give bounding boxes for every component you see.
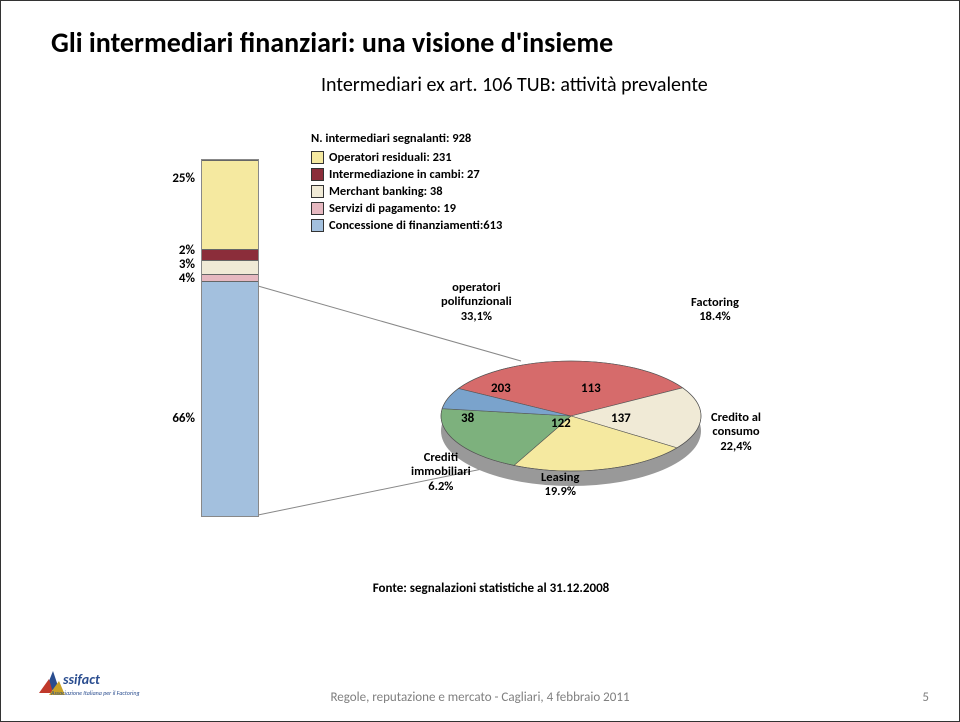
legend-label: Intermediazione in cambi: 27 [329, 167, 480, 182]
pie-slice-value: 203 [491, 381, 511, 396]
stacked-bar [201, 159, 259, 517]
pie-slice-value: 137 [611, 411, 631, 426]
bar-segment [202, 260, 258, 274]
legend-label: Servizi di pagamento: 19 [329, 201, 456, 216]
legend-item: Operatori residuali: 231 [311, 150, 502, 165]
legend-header: N. intermediari segnalanti: 928 [311, 131, 502, 146]
pie-slice-label: Leasing19.9% [541, 471, 579, 500]
legend-swatch [311, 168, 324, 181]
page-number: 5 [922, 690, 929, 705]
bar-segment [202, 160, 258, 249]
bar-pct-label: 4% [157, 271, 195, 286]
legend-label: Concessione di finanziamenti:613 [329, 218, 502, 233]
pie-slice-label: Factoring18.4% [691, 296, 739, 325]
footer: ssifact Associazione Italiana per il Fac… [1, 669, 959, 709]
pie-slice-label: Credito alconsumo22,4% [711, 411, 761, 454]
pie-slice-label: operatoripolifunzionali33,1% [441, 281, 512, 324]
pie-slice-label: Creditiimmobiliari6.2% [411, 451, 471, 494]
slide: Gli intermediari finanziari: una visione… [0, 0, 960, 722]
legend-swatch [311, 185, 324, 198]
legend-swatch [311, 202, 324, 215]
pie-slice-value: 122 [551, 416, 571, 431]
pie-slice-value: 113 [581, 381, 601, 396]
legend-item: Intermediazione in cambi: 27 [311, 167, 502, 182]
bar-pct-label: 25% [157, 171, 195, 186]
slide-subtitle: Intermediari ex art. 106 TUB: attività p… [321, 73, 708, 97]
chart-area: 25% 2%3%4% 66% N. intermediari segnalanti:… [141, 111, 841, 591]
legend: N. intermediari segnalanti: 928 Operator… [311, 131, 502, 235]
legend-label: Operatori residuali: 231 [329, 150, 452, 165]
bar-pct-label: 3% [157, 257, 195, 272]
bar-segment [202, 249, 258, 260]
logo-text: ssifact [63, 671, 100, 688]
bar-segment [202, 274, 258, 281]
bar-segment [202, 281, 258, 516]
legend-item: Merchant banking: 38 [311, 184, 502, 199]
bar-pct-label: 2% [157, 243, 195, 258]
legend-item: Servizi di pagamento: 19 [311, 201, 502, 216]
footer-text: Regole, reputazione e mercato - Cagliari… [1, 690, 959, 705]
legend-swatch [311, 219, 324, 232]
legend-label: Merchant banking: 38 [329, 184, 443, 199]
legend-swatch [311, 151, 324, 164]
bar-pct-label: 66% [157, 411, 195, 426]
legend-item: Concessione di finanziamenti:613 [311, 218, 502, 233]
slide-title: Gli intermediari finanziari: una visione… [51, 25, 613, 60]
pie-slice-value: 38 [461, 411, 474, 426]
source-note: Fonte: segnalazioni statistiche al 31.12… [141, 581, 841, 596]
